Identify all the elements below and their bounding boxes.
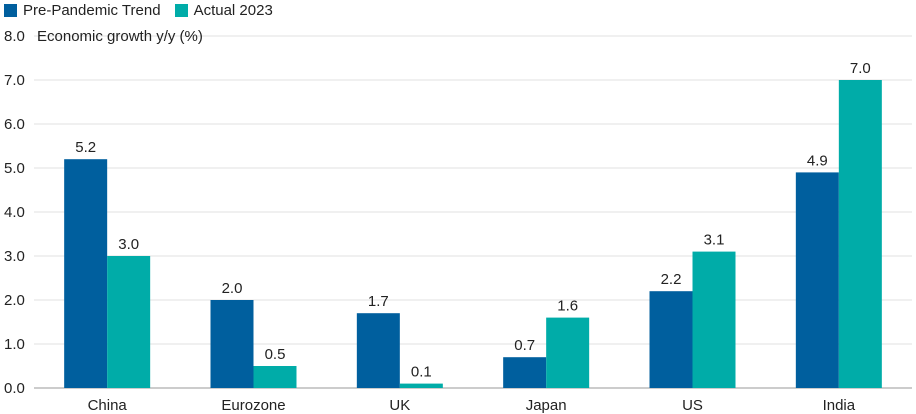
y-tick-label: 6.0 xyxy=(4,116,25,133)
bar-actual-2023 xyxy=(838,80,882,388)
bar-actual-2023 xyxy=(546,317,590,388)
bar-actual-2023 xyxy=(253,366,297,388)
data-label: 1.7 xyxy=(368,293,389,310)
legend-swatch-pre-pandemic xyxy=(4,4,17,17)
x-tick-label: Eurozone xyxy=(221,397,285,414)
y-tick-label: 8.0 xyxy=(4,28,25,45)
y-tick-label: 3.0 xyxy=(4,248,25,265)
data-label: 5.2 xyxy=(75,139,96,156)
data-label: 7.0 xyxy=(850,60,871,77)
y-tick-label: 7.0 xyxy=(4,72,25,89)
data-label: 3.0 xyxy=(118,236,139,253)
data-label: 2.0 xyxy=(222,280,243,297)
bar-actual-2023 xyxy=(107,256,151,388)
x-tick-label: US xyxy=(682,397,703,414)
x-tick-label: China xyxy=(88,397,128,414)
legend-item-pre-pandemic: Pre-Pandemic Trend xyxy=(4,2,161,19)
data-label: 3.1 xyxy=(704,232,725,249)
y-tick-label: 2.0 xyxy=(4,292,25,309)
y-tick-label: 5.0 xyxy=(4,160,25,177)
y-tick-label: 1.0 xyxy=(4,336,25,353)
x-tick-label: UK xyxy=(389,397,410,414)
bar-pre-pandemic xyxy=(503,357,547,388)
bar-pre-pandemic xyxy=(356,313,400,388)
data-label: 0.1 xyxy=(411,364,432,381)
data-label: 1.6 xyxy=(557,298,578,315)
bar-actual-2023 xyxy=(692,251,736,388)
y-axis-label: Economic growth y/y (%) xyxy=(37,28,203,45)
x-tick-label: India xyxy=(823,397,856,414)
legend-swatch-actual-2023 xyxy=(174,4,188,17)
bar-pre-pandemic xyxy=(795,172,839,388)
data-label: 2.2 xyxy=(661,271,682,288)
y-tick-label: 4.0 xyxy=(4,204,25,221)
legend-label-actual-2023: Actual 2023 xyxy=(193,2,273,19)
bar-pre-pandemic xyxy=(64,159,108,388)
bar-pre-pandemic xyxy=(210,300,254,388)
legend-item-actual-2023: Actual 2023 xyxy=(174,2,273,19)
x-tick-label: Japan xyxy=(526,397,567,414)
data-label: 4.9 xyxy=(807,152,828,169)
legend-label-pre-pandemic: Pre-Pandemic Trend xyxy=(23,2,161,19)
data-label: 0.7 xyxy=(514,337,535,354)
data-label: 0.5 xyxy=(265,346,286,363)
bar-pre-pandemic xyxy=(649,291,693,388)
y-tick-label: 0.0 xyxy=(4,380,25,397)
legend: Pre-Pandemic Trend Actual 2023 xyxy=(4,2,273,19)
bar-actual-2023 xyxy=(399,383,443,388)
